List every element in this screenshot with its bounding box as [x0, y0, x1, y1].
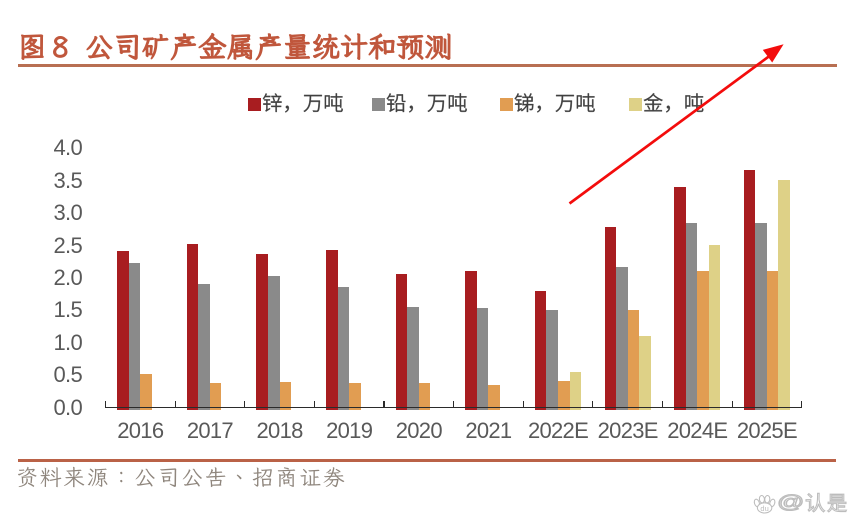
svg-text:du: du — [760, 504, 768, 513]
